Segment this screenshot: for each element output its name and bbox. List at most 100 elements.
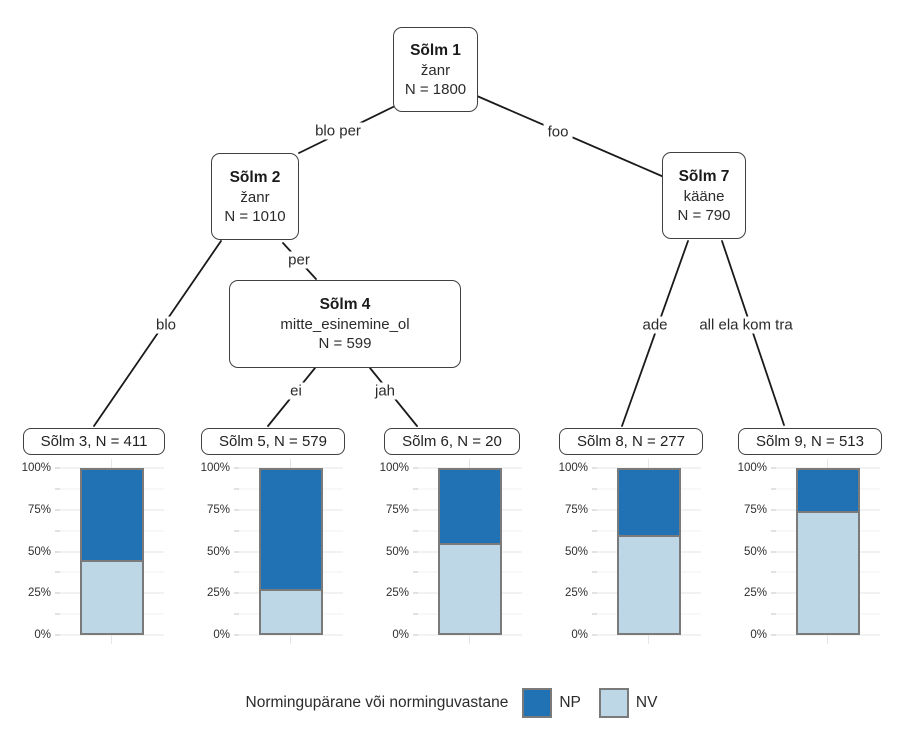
y-axis-tick <box>592 571 597 573</box>
y-axis: 100% 75% 50% 25% 0% <box>201 462 239 641</box>
y-axis-label: 100% <box>558 462 588 474</box>
y-axis-tick <box>234 467 239 469</box>
y-axis-tick <box>771 592 776 594</box>
y-gridline <box>776 634 880 636</box>
np-color-swatch <box>522 688 553 718</box>
np-segment <box>82 470 142 560</box>
y-axis-tick <box>771 467 776 469</box>
y-axis-tick <box>592 613 597 615</box>
legend-title: Normingupärane või norminguvastane <box>245 694 509 711</box>
edge-label-ade: ade <box>638 316 672 334</box>
y-axis-tick <box>413 592 418 594</box>
y-axis-label: 50% <box>743 545 767 558</box>
plot-area <box>418 459 522 644</box>
terminal-chart-node-3: 100% 75% 50% 25% 0% <box>22 459 164 644</box>
np-segment <box>798 470 858 511</box>
y-axis-label: 100% <box>200 462 230 474</box>
edge-line-n2-n3 <box>93 240 222 427</box>
nv-segment <box>619 535 679 633</box>
y-axis: 100% 75% 50% 25% 0% <box>22 462 60 641</box>
edge-label-jah: jah <box>370 382 400 400</box>
y-axis-tick <box>592 551 597 552</box>
y-axis-label: 0% <box>750 629 767 641</box>
y-axis-label: 75% <box>564 503 588 516</box>
terminal-chart-node-5: 100% 75% 50% 25% 0% <box>201 459 343 644</box>
y-axis-tick <box>234 613 239 615</box>
y-axis-tick <box>413 467 418 469</box>
tree-node-7: Sõlm 7 kääne N = 790 <box>662 152 746 239</box>
y-axis-tick <box>771 509 776 511</box>
y-axis-tick <box>592 488 597 490</box>
y-axis-tick <box>413 551 418 552</box>
y-axis-tick <box>771 634 776 636</box>
y-axis-tick <box>592 509 597 511</box>
edge-label-foo: foo <box>543 123 573 141</box>
y-axis-label: 75% <box>27 503 51 516</box>
y-axis-tick <box>592 467 597 469</box>
y-axis-tick <box>55 592 60 594</box>
legend-item-np: NP <box>522 688 581 718</box>
y-axis-tick <box>234 509 239 511</box>
y-axis-tick <box>413 634 418 636</box>
terminal-header-node-6: Sõlm 6, N = 20 <box>384 428 520 455</box>
edge-label-all-ela-kom-tra: all ela kom tra <box>695 316 797 334</box>
y-axis-tick <box>55 551 60 552</box>
y-axis-label: 25% <box>206 587 230 600</box>
y-axis: 100% 75% 50% 25% 0% <box>380 462 418 641</box>
node-7-variable: kääne <box>683 187 725 205</box>
terminal-group: Sõlm 3, N = 411 100% 75% 50% 25% 0% <box>14 428 174 644</box>
terminal-chart-node-9: 100% 75% 50% 25% 0% <box>738 459 880 644</box>
np-legend-label: NP <box>559 694 581 711</box>
terminal-group: Sõlm 5, N = 579 100% 75% 50% 25% 0% <box>193 428 353 644</box>
y-axis-tick <box>55 488 60 490</box>
y-axis-label: 50% <box>385 545 409 558</box>
y-axis-tick <box>413 509 418 511</box>
plot-area <box>60 459 164 644</box>
y-axis-tick <box>55 467 60 469</box>
node-7-count: N = 790 <box>677 206 731 224</box>
legend-item-nv: NV <box>598 688 657 718</box>
y-axis-tick <box>234 634 239 636</box>
stacked-bar-node-3 <box>80 468 144 635</box>
node-1-count: N = 1800 <box>404 80 467 98</box>
node-1-variable: žanr <box>420 61 451 79</box>
node-4-variable: mitte_esinemine_ol <box>280 316 410 333</box>
y-axis-tick <box>771 530 776 532</box>
y-axis-tick <box>413 488 418 490</box>
y-axis-label: 75% <box>743 503 767 516</box>
edge-label-per: per <box>284 251 314 269</box>
y-axis-tick <box>55 571 60 573</box>
y-gridline <box>597 634 701 636</box>
y-axis-tick <box>234 571 239 573</box>
stacked-bar-node-5 <box>259 468 323 635</box>
y-axis-tick <box>55 634 60 636</box>
y-axis: 100% 75% 50% 25% 0% <box>559 462 597 641</box>
y-axis-label: 100% <box>379 462 409 474</box>
y-axis-tick <box>771 551 776 552</box>
np-segment <box>261 470 321 589</box>
y-axis-label: 100% <box>737 462 767 474</box>
stacked-bar-node-6 <box>438 468 502 635</box>
node-4-count: N = 599 <box>318 335 372 352</box>
y-axis-label: 0% <box>571 629 588 641</box>
y-axis-tick <box>234 592 239 594</box>
edge-label-blo-per: blo per <box>311 122 365 140</box>
node-1-title: Sõlm 1 <box>410 41 461 59</box>
y-axis-label: 25% <box>743 587 767 600</box>
node-2-count: N = 1010 <box>224 207 286 225</box>
terminal-header-node-8: Sõlm 8, N = 277 <box>559 428 703 455</box>
y-gridline <box>60 634 164 636</box>
y-axis-label: 50% <box>27 545 51 558</box>
y-axis-tick <box>55 509 60 511</box>
y-axis-tick <box>234 488 239 490</box>
nv-segment <box>261 588 321 633</box>
y-axis-tick <box>234 530 239 532</box>
y-axis-tick <box>592 530 597 532</box>
y-axis-label: 0% <box>34 629 51 641</box>
y-axis-tick <box>234 551 239 552</box>
nv-color-swatch <box>598 688 629 718</box>
y-axis-tick <box>55 613 60 615</box>
y-axis-label: 25% <box>564 587 588 600</box>
